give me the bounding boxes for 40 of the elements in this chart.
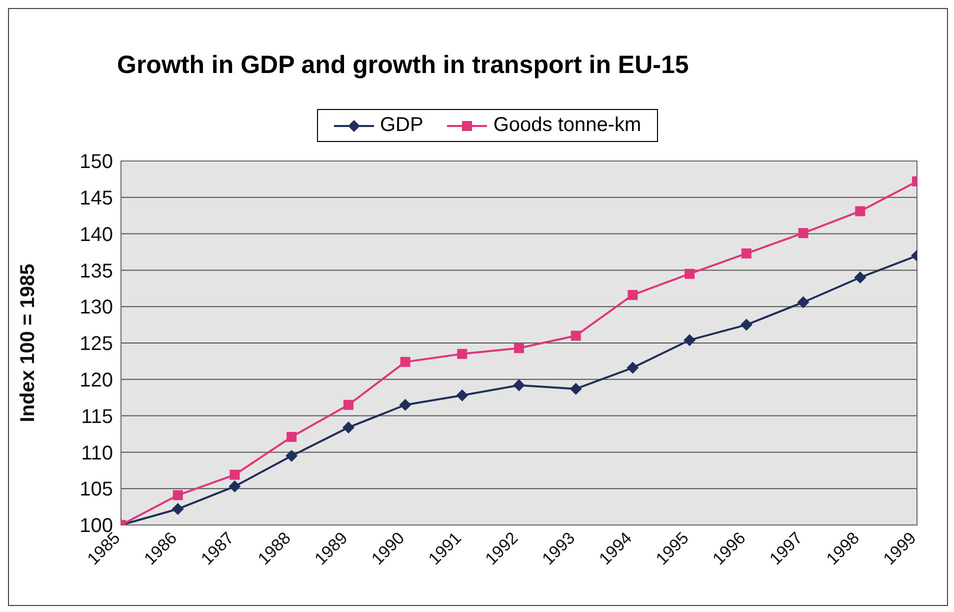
y-tick-label: 150 [80,151,113,174]
chart-title: Growth in GDP and growth in transport in EU-15 [117,51,689,80]
point [172,502,184,515]
point [855,206,866,216]
point [514,343,524,354]
y-tick-label: 105 [80,478,113,501]
y-tick-label: 120 [80,370,113,392]
point [854,271,866,284]
y-tick-label: 135 [80,260,113,282]
legend-label: GDP [380,114,424,137]
point [230,470,240,480]
point [798,228,808,238]
point [400,356,410,367]
point [740,318,752,331]
point [684,268,695,279]
point [286,432,297,442]
y-tick-label: 130 [80,296,113,319]
y-tick-label: 110 [81,442,113,464]
y-tick-label: 145 [80,188,113,210]
point [684,334,696,346]
point [570,382,582,395]
y-axis-title: Index 100 = 1985 [17,264,40,422]
legend-label: Goods tonne-km [493,114,642,137]
y-tick-label: 125 [80,333,113,356]
point [626,362,639,374]
point [628,290,638,300]
point [513,379,525,392]
y-tick-label: 115 [81,406,113,428]
point [399,398,412,411]
y-tick-label: 140 [80,224,113,246]
point [741,248,752,258]
point [228,480,241,492]
point [456,389,468,402]
point [570,330,581,341]
point [286,450,298,462]
point [342,421,354,434]
point [172,490,183,500]
point [797,296,810,308]
point [343,400,354,410]
point [457,348,468,359]
